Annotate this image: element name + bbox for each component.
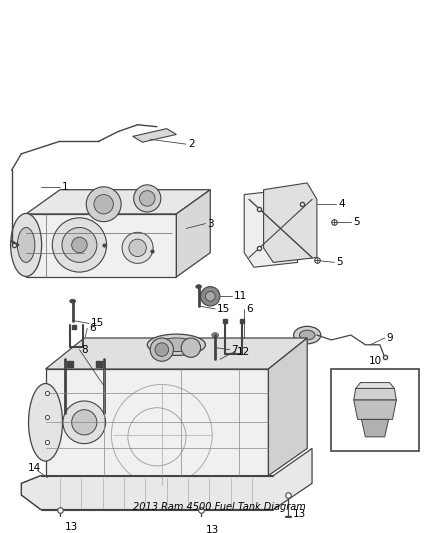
Polygon shape [361,419,389,437]
Text: 2013 Ram 4500 Fuel Tank Diagram: 2013 Ram 4500 Fuel Tank Diagram [133,503,305,512]
Polygon shape [46,338,307,369]
Polygon shape [354,389,396,400]
Polygon shape [26,190,210,214]
Circle shape [201,287,220,306]
Circle shape [134,185,161,212]
Polygon shape [26,214,177,277]
Circle shape [129,239,146,256]
Text: 5: 5 [336,257,343,268]
Ellipse shape [293,326,321,344]
Text: 8: 8 [81,345,88,354]
Polygon shape [356,383,395,389]
Circle shape [155,343,169,357]
Circle shape [122,232,153,263]
Polygon shape [21,448,312,510]
Text: 11: 11 [233,292,247,301]
Text: 12: 12 [237,346,250,357]
Ellipse shape [157,338,196,352]
Circle shape [205,292,215,301]
Circle shape [140,191,155,206]
Ellipse shape [212,333,219,337]
Polygon shape [354,400,396,419]
Circle shape [52,218,106,272]
Text: 7: 7 [232,345,238,354]
Text: 1: 1 [62,182,69,192]
Ellipse shape [18,228,35,262]
Text: 15: 15 [91,318,104,328]
Text: 9: 9 [387,333,393,343]
Text: 13: 13 [205,525,219,533]
Circle shape [72,410,97,435]
Circle shape [63,401,106,443]
Ellipse shape [147,334,205,356]
Text: 6: 6 [89,324,96,333]
Polygon shape [244,190,297,267]
Text: 14: 14 [28,463,41,473]
Ellipse shape [196,285,201,288]
Polygon shape [133,128,177,142]
Ellipse shape [212,357,219,362]
Ellipse shape [28,384,63,461]
Text: 13: 13 [293,510,306,519]
Text: 2: 2 [188,139,194,149]
Text: 3: 3 [207,219,214,229]
Text: 5: 5 [353,217,360,227]
Ellipse shape [70,299,75,303]
Circle shape [181,338,201,357]
Text: 4: 4 [338,199,345,209]
Polygon shape [264,183,317,262]
Circle shape [62,228,97,262]
Text: 13: 13 [65,522,78,532]
Polygon shape [46,369,268,475]
Polygon shape [268,338,307,475]
Circle shape [150,338,173,361]
Text: 6: 6 [246,304,253,314]
Bar [332,369,419,451]
Text: 15: 15 [217,304,230,314]
Ellipse shape [300,330,315,340]
Circle shape [72,237,87,253]
Text: 10: 10 [368,356,381,366]
Polygon shape [177,190,210,277]
Ellipse shape [11,213,42,277]
Circle shape [86,187,121,222]
Circle shape [94,195,113,214]
